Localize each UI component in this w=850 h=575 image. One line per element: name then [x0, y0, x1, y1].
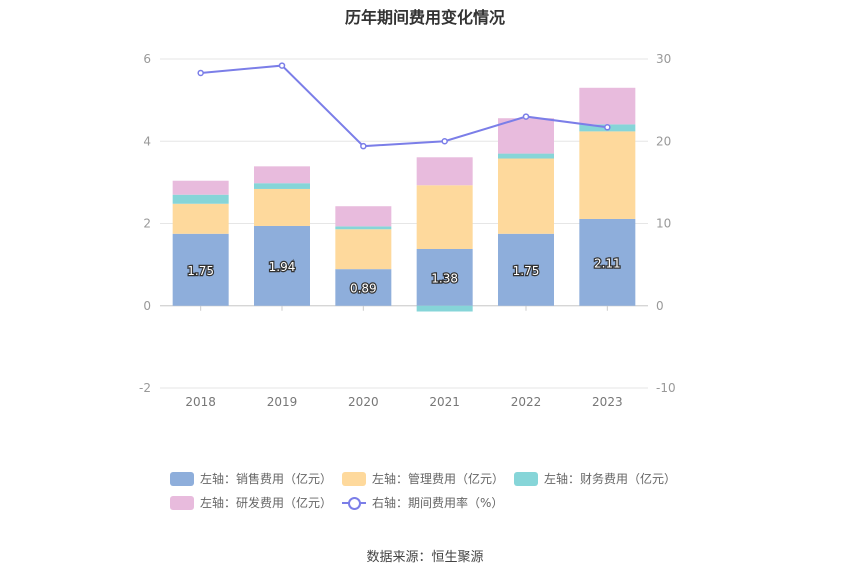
x-tick-label: 2023	[592, 395, 623, 409]
left-tick-label: 4	[143, 134, 151, 148]
bar-layer	[172, 87, 636, 312]
right-tick-label: -10	[656, 381, 676, 395]
bar-segment	[254, 188, 310, 226]
legend-item[interactable]: 左轴：销售费用（亿元）	[170, 470, 332, 487]
bar-segment	[498, 233, 554, 306]
legend-swatch	[170, 495, 194, 510]
bar-segment	[254, 166, 310, 184]
legend-item[interactable]: 左轴：管理费用（亿元）	[342, 470, 504, 487]
line-layer	[197, 62, 611, 150]
legend-swatch	[342, 471, 366, 486]
bar-segment	[254, 183, 310, 189]
bar-segment	[335, 269, 392, 306]
right-tick-label: 0	[656, 299, 664, 313]
bar-data-label: 1.38	[431, 271, 458, 285]
bar-segment	[172, 233, 229, 306]
left-tick-label: 6	[143, 52, 151, 66]
bar-segment	[254, 225, 310, 306]
bar-segment	[172, 194, 229, 204]
bar-data-label: 0.89	[350, 281, 377, 295]
line-point	[441, 138, 448, 145]
bar-data-label: 1.94	[269, 260, 296, 274]
legend-swatch	[170, 471, 194, 486]
legend-item[interactable]: 左轴：财务费用（亿元）	[514, 470, 676, 487]
line-point	[360, 142, 367, 150]
right-tick-label: 10	[656, 217, 671, 231]
x-tick-label: 2019	[267, 395, 298, 409]
label-layer: 1.75 1.94 0.89 1.38 1.75 2.11	[186, 255, 622, 296]
x-tick-label: 2022	[511, 395, 542, 409]
bar-segment	[498, 153, 554, 159]
grid-layer	[160, 58, 648, 389]
bar-segment	[416, 157, 473, 186]
line-point	[604, 124, 611, 131]
left-tick-label: 2	[143, 217, 151, 231]
x-tick-label: 2020	[348, 395, 379, 409]
legend-label: 左轴：研发费用（亿元）	[200, 496, 333, 510]
legend-swatch	[342, 496, 366, 510]
bar-data-label: 1.75	[513, 264, 540, 278]
x-tick-label: 2018	[185, 395, 216, 409]
legend-label: 左轴：销售费用（亿元）	[200, 472, 333, 486]
legend-label: 左轴：财务费用（亿元）	[544, 472, 677, 486]
bar-segment	[498, 158, 554, 234]
bar-segment	[335, 226, 392, 230]
legend-item[interactable]: 右轴：期间费用率（%）	[342, 494, 503, 511]
right-tick-label: 30	[656, 52, 671, 66]
bar-segment	[172, 180, 229, 195]
legend-label: 右轴：期间费用率（%）	[372, 496, 504, 510]
right-tick-label: 20	[656, 134, 671, 148]
bar-segment	[416, 248, 473, 306]
x-tick-label: 2021	[429, 395, 460, 409]
series-line	[200, 64, 608, 148]
chart-title: 历年期间费用变化情况	[344, 8, 505, 27]
legend-swatch	[514, 471, 538, 486]
legend-label: 左轴：管理费用（亿元）	[372, 472, 505, 486]
source-note: 数据来源：恒生聚源	[366, 550, 484, 565]
bar-segment	[335, 229, 392, 270]
legend-item[interactable]: 左轴：研发费用（亿元）	[170, 494, 332, 511]
bar-data-label: 2.11	[594, 256, 621, 270]
bar-segment	[498, 118, 554, 154]
bar-segment	[579, 218, 636, 306]
bar-segment	[172, 203, 229, 234]
axis-layer: -2 0 2 4 6 -10 0 10 20 30 2018 2019 2020 2021 2022 2023	[139, 52, 676, 409]
bar-segment	[335, 206, 392, 227]
bar-segment	[416, 305, 473, 312]
bar-segment	[579, 131, 636, 219]
line-point	[522, 113, 530, 120]
bar-data-label: 1.75	[187, 264, 214, 278]
line-point	[278, 62, 286, 69]
left-tick-label: 0	[143, 299, 151, 313]
bar-segment	[416, 185, 473, 249]
left-tick-label: -2	[139, 381, 151, 395]
bar-segment	[579, 87, 636, 125]
line-point	[197, 69, 204, 77]
